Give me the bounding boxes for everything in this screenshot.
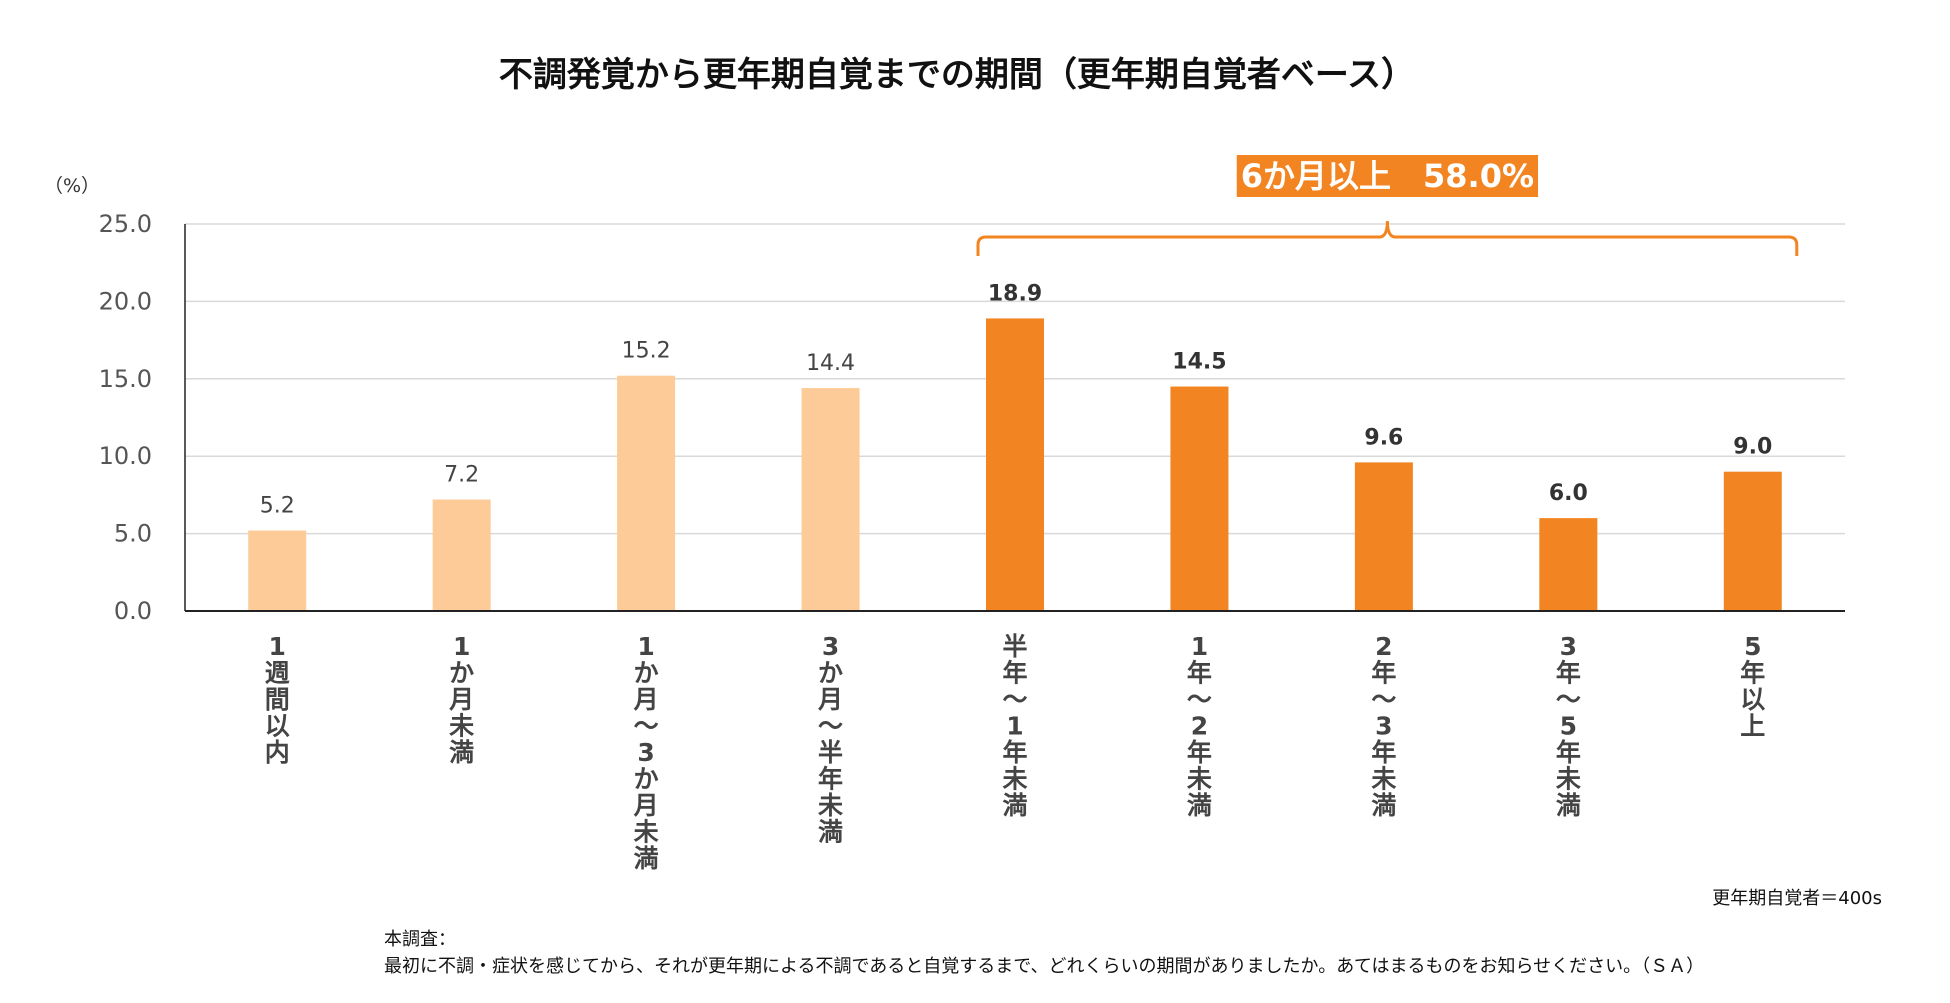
bars bbox=[248, 318, 1782, 611]
highlight-label-box bbox=[1236, 155, 1539, 197]
bar bbox=[801, 388, 860, 611]
category-label: 半年～ 1 年未満 bbox=[1002, 632, 1027, 820]
bar bbox=[986, 318, 1044, 611]
sample-size-note: 更年期自覚者＝400s bbox=[1712, 888, 1882, 909]
category-label: 3 年～ 5 年未満 bbox=[1556, 632, 1581, 820]
bar bbox=[1539, 518, 1598, 611]
y-tick-label: 0.0 bbox=[114, 597, 152, 625]
value-label: 18.9 bbox=[988, 281, 1042, 306]
category-label: 1 週間以内 bbox=[265, 632, 290, 767]
highlight-label: 6か月以上 58.0% bbox=[1241, 157, 1534, 195]
y-tick-label: 25.0 bbox=[99, 210, 152, 238]
y-tick-label: 20.0 bbox=[99, 287, 152, 315]
value-label: 6.0 bbox=[1549, 481, 1588, 506]
bar bbox=[1354, 462, 1413, 611]
bar bbox=[617, 375, 676, 611]
y-tick-label: 15.0 bbox=[99, 365, 152, 393]
y-tick-label: 10.0 bbox=[99, 442, 152, 470]
category-label: 2 年～ 3 年未満 bbox=[1371, 632, 1396, 820]
value-label: 14.4 bbox=[806, 351, 855, 376]
axes bbox=[184, 224, 1845, 612]
category-label: 1 年～ 2 年未満 bbox=[1187, 632, 1212, 820]
bar bbox=[1723, 471, 1782, 611]
bar bbox=[1170, 386, 1229, 611]
value-label: 7.2 bbox=[444, 463, 479, 488]
value-label: 9.6 bbox=[1364, 425, 1403, 450]
highlight-bracket bbox=[976, 220, 1799, 256]
value-label: 15.2 bbox=[622, 339, 671, 364]
category-labels: 1 週間以内 1 か月未満 1 か月～ 3 か月未満 3 か月～半年未満 半年～ 1 年未満 1 年～ 2 年未… bbox=[265, 632, 1766, 873]
question-label: 本調査： bbox=[384, 929, 456, 950]
y-tick-label: 5.0 bbox=[114, 520, 152, 548]
category-label: 1 か月～ 3 か月未満 bbox=[633, 632, 659, 873]
chart-title: 不調発覚から更年期自覚までの期間（更年期自覚者ベース） bbox=[499, 55, 1415, 95]
highlight-group: 6か月以上 58.0% bbox=[976, 155, 1799, 256]
category-label: 3 か月～半年未満 bbox=[817, 632, 843, 847]
question-text: 最初に不調・症状を感じてから、それが更年期による不調であると自覚するまで、どれく… bbox=[384, 956, 1704, 977]
value-label: 9.0 bbox=[1733, 435, 1772, 460]
value-label: 14.5 bbox=[1172, 350, 1226, 375]
category-label: 5 年以上 bbox=[1740, 632, 1765, 741]
bar bbox=[432, 499, 491, 611]
y-axis-ticks: 0.0 5.0 10.0 15.0 20.0 25.0 bbox=[99, 210, 152, 625]
y-axis-unit-label: （%） bbox=[44, 175, 100, 197]
bar bbox=[248, 530, 307, 611]
value-label: 5.2 bbox=[260, 494, 295, 519]
category-label: 1 か月未満 bbox=[448, 632, 474, 767]
value-labels: 5.2 7.2 15.2 14.4 18.9 14.5 9.6 6.0 9.0 bbox=[260, 281, 1773, 518]
